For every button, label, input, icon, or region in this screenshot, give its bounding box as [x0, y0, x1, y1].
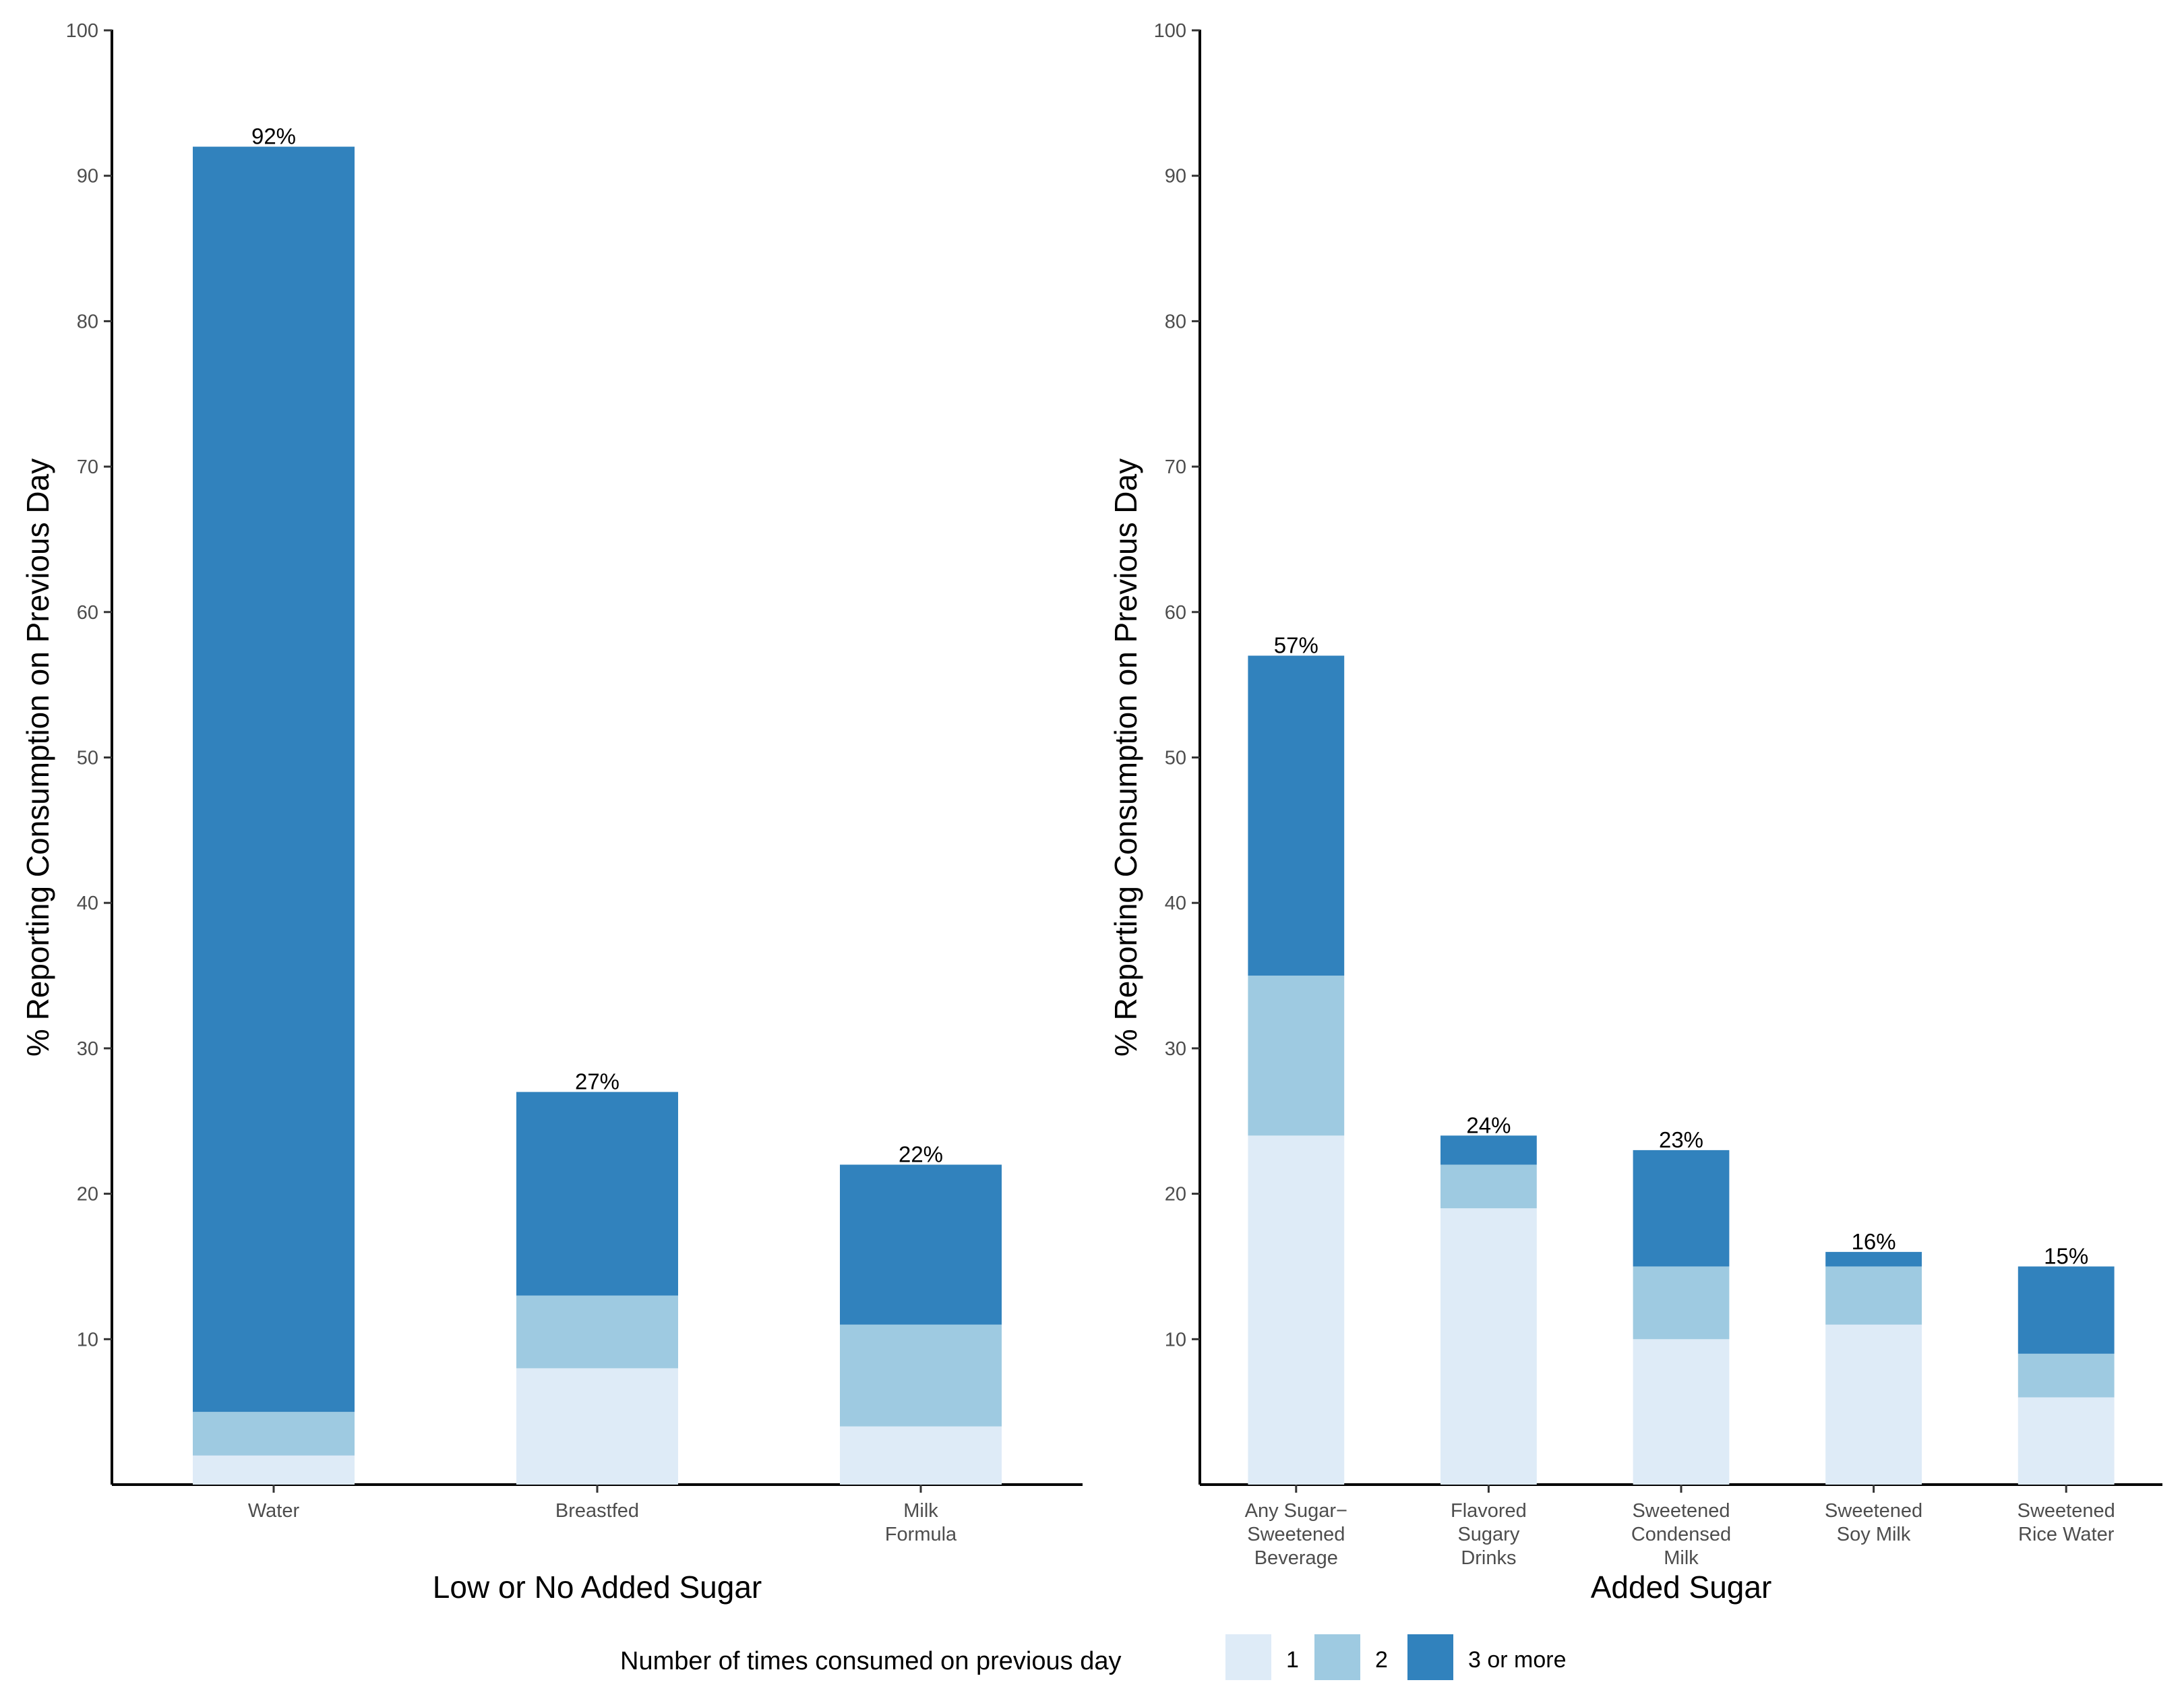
bar-total-label: 92% [251, 124, 296, 149]
bar-segment-3-or-more [193, 146, 355, 1412]
bar-segment-2 [1633, 1266, 1730, 1340]
bar-segment-1 [1825, 1324, 1922, 1485]
y-tick-label: 40 [77, 893, 98, 914]
bar-segment-2 [1248, 976, 1345, 1136]
x-category-label-line: Formula [885, 1524, 957, 1545]
x-category-label-line: Soy Milk [1837, 1524, 1911, 1545]
bar-segment-1 [516, 1368, 678, 1485]
bar-segment-3-or-more [1440, 1135, 1537, 1165]
x-category-label-line: Sweetened [1825, 1500, 1922, 1522]
y-tick-label: 90 [77, 166, 98, 187]
x-category-label: Flavored Sugary Drinks [1451, 1500, 1527, 1569]
bar-segment-1 [1440, 1208, 1537, 1485]
x-axis-title: Low or No Added Sugar [433, 1570, 762, 1605]
y-tick-label: 50 [77, 748, 98, 769]
x-category-label: Sweetened Soy Milk [1825, 1500, 1922, 1545]
bar-total-label: 27% [575, 1069, 619, 1094]
bar-segment-3-or-more [1248, 655, 1345, 976]
bar-segment-1 [1633, 1339, 1730, 1485]
bar-segment-2 [840, 1324, 1002, 1427]
x-category-label-line: Flavored [1451, 1500, 1527, 1522]
bar-segment-2 [516, 1295, 678, 1369]
x-category-label-line: Sugary [1457, 1524, 1519, 1545]
bar-total-label: 22% [899, 1141, 943, 1166]
y-tick-label: 90 [1165, 166, 1186, 187]
x-category-label: Any Sugar− Sweetened Beverage [1245, 1500, 1347, 1569]
legend-swatch-2 [1314, 1634, 1360, 1680]
y-tick-label: 20 [1165, 1184, 1186, 1205]
x-category-label-line: Sweetened [2018, 1500, 2115, 1522]
y-tick-label: 60 [1165, 602, 1186, 624]
bar-segment-3-or-more [1633, 1150, 1730, 1267]
x-category-label-line: Water [248, 1500, 300, 1522]
x-category-label-line: Sweetened [1632, 1500, 1730, 1522]
legend: Number of times consumed on previous day… [620, 1634, 1567, 1680]
y-tick-label: 100 [1154, 20, 1186, 42]
y-tick-label: 30 [1165, 1038, 1186, 1060]
x-category-label: Milk Formula [885, 1500, 957, 1545]
bar-segment-1 [2018, 1397, 2115, 1485]
y-axis-title: % Reporting Consumption on Previous Day [20, 458, 55, 1056]
x-category-label-line: Breastfed [555, 1500, 639, 1522]
x-category-label: Breastfed [555, 1500, 639, 1522]
x-category-label-line: Rice Water [2018, 1524, 2115, 1545]
x-category-label-line: Drinks [1461, 1547, 1516, 1569]
y-tick-label: 100 [66, 20, 98, 42]
bar-segment-3-or-more [840, 1164, 1002, 1325]
chart-panel-1: 10 20 30 40 50 60 70 80 90 100 92% Water 27% Breastfe… [20, 20, 1083, 1605]
x-category-label-line: Condensed [1631, 1524, 1731, 1545]
x-category-label-line: Sweetened [1247, 1524, 1345, 1545]
bar-segment-3-or-more [2018, 1266, 2115, 1354]
x-category-label-line: Beverage [1254, 1547, 1338, 1569]
y-tick-label: 30 [77, 1038, 98, 1060]
y-axis-title: % Reporting Consumption on Previous Day [1108, 458, 1143, 1056]
bar-segment-2 [1440, 1164, 1537, 1209]
bar-segment-3-or-more [516, 1092, 678, 1296]
x-category-label-line: Milk [903, 1500, 938, 1522]
y-tick-label: 60 [77, 602, 98, 624]
bar-segment-1 [840, 1426, 1002, 1485]
legend-label-3-or-more: 3 or more [1468, 1647, 1567, 1673]
bar-segment-1 [193, 1455, 355, 1485]
x-category-label: Sweetened Rice Water [2018, 1500, 2115, 1545]
bar-segment-3-or-more [1825, 1251, 1922, 1267]
bar-total-label: 23% [1659, 1127, 1703, 1152]
y-tick-label: 20 [77, 1184, 98, 1205]
y-tick-label: 70 [77, 456, 98, 478]
bar-total-label: 24% [1466, 1112, 1511, 1137]
x-axis-title: Added Sugar [1591, 1570, 1772, 1605]
bar-segment-2 [193, 1412, 355, 1456]
y-tick-label: 50 [1165, 748, 1186, 769]
bar-total-label: 15% [2044, 1243, 2088, 1268]
y-tick-label: 70 [1165, 456, 1186, 478]
x-category-label-line: Any Sugar− [1245, 1500, 1347, 1522]
y-tick-label: 10 [77, 1329, 98, 1350]
y-tick-label: 80 [1165, 311, 1186, 332]
bar-total-label: 16% [1852, 1229, 1896, 1254]
y-tick-label: 10 [1165, 1329, 1186, 1350]
x-category-label: Water [248, 1500, 300, 1522]
legend-swatch-3-or-more [1407, 1634, 1453, 1680]
bar-segment-2 [2018, 1353, 2115, 1398]
legend-swatch-1 [1225, 1634, 1271, 1680]
y-tick-label: 80 [77, 311, 98, 332]
bar-segment-2 [1825, 1266, 1922, 1325]
legend-title: Number of times consumed on previous day [620, 1647, 1121, 1675]
x-category-label: Sweetened Condensed Milk [1631, 1500, 1731, 1569]
bar-segment-1 [1248, 1135, 1345, 1485]
y-tick-label: 40 [1165, 893, 1186, 914]
x-category-label-line: Milk [1664, 1547, 1699, 1569]
legend-label-1: 1 [1286, 1647, 1299, 1673]
legend-label-2: 2 [1375, 1647, 1388, 1673]
bar-total-label: 57% [1274, 633, 1318, 658]
